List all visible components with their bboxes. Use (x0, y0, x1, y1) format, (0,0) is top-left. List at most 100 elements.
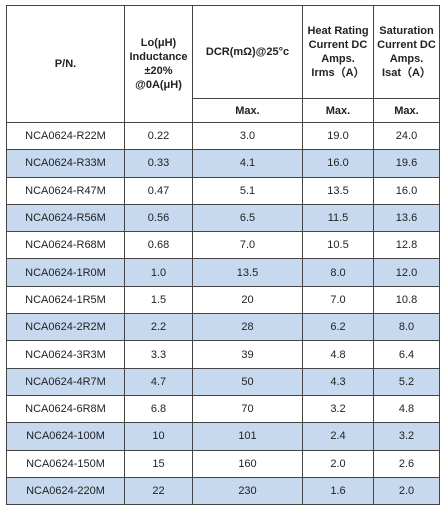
header-cell: DCR(mΩ)@25°c (192, 5, 303, 99)
data-cell: 3.2 (302, 394, 374, 424)
data-cell: 8.0 (373, 313, 440, 342)
data-cell: 6.5 (192, 203, 303, 233)
data-cell: NCA0624-100M (6, 422, 125, 451)
table-body: P/N. Lo(μH) Inductance ±20% @0A(μH) DCR(mΩ)@2… (6, 5, 440, 506)
data-cell: 10.8 (373, 285, 440, 315)
data-cell: 8.0 (302, 258, 374, 287)
data-cell: 12.8 (373, 231, 440, 260)
data-row: NCA0624-2R2M 2.2 28 6.2 8.0 (6, 313, 440, 342)
header-cell: Lo(μH) Inductance ±20% @0A(μH) (124, 5, 193, 123)
header-row: P/N. Lo(μH) Inductance ±20% @0A(μH) DCR(mΩ)@2… (6, 5, 440, 123)
subheader-cell: Max. (192, 98, 303, 123)
header-line: @0A(μH) (135, 79, 182, 91)
data-cell: 2.0 (373, 476, 440, 506)
data-row: NCA0624-R22M 0.22 3.0 19.0 24.0 (6, 121, 440, 151)
data-cell: 16.0 (373, 176, 440, 205)
data-cell: NCA0624-2R2M (6, 313, 125, 342)
data-cell: 6.8 (124, 394, 193, 424)
header-line: ±20% (144, 65, 173, 77)
data-cell: 4.8 (302, 340, 374, 369)
header-line: Inductance (129, 51, 188, 63)
data-cell: NCA0624-220M (6, 476, 125, 506)
data-row: NCA0624-R33M 0.33 4.1 16.0 19.6 (6, 149, 440, 178)
data-cell: 22 (124, 476, 193, 506)
data-cell: NCA0624-150M (6, 449, 125, 478)
data-cell: 28 (192, 313, 303, 342)
data-cell: 0.22 (124, 121, 193, 151)
data-cell: 16.0 (302, 149, 374, 178)
data-cell: 19.0 (302, 121, 374, 151)
data-row: NCA0624-1R0M 1.0 13.5 8.0 12.0 (6, 258, 440, 287)
data-cell: 0.47 (124, 176, 193, 205)
data-row: NCA0624-150M 15 160 2.0 2.6 (6, 449, 440, 478)
data-cell: 6.2 (302, 313, 374, 342)
data-cell: 24.0 (373, 121, 440, 151)
header-line: P/N. (54, 58, 77, 70)
data-cell: 3.0 (192, 121, 303, 151)
data-cell: NCA0624-3R3M (6, 340, 125, 369)
data-cell: 160 (192, 449, 303, 478)
data-cell: 4.8 (373, 394, 440, 424)
data-cell: 2.0 (302, 449, 374, 478)
data-cell: 1.6 (302, 476, 374, 506)
data-cell: 6.4 (373, 340, 440, 369)
data-cell: 3.3 (124, 340, 193, 369)
data-cell: 19.6 (373, 149, 440, 178)
data-row: NCA0624-R56M 0.56 6.5 11.5 13.6 (6, 203, 440, 233)
data-cell: 1.5 (124, 285, 193, 315)
data-cell: 0.33 (124, 149, 193, 178)
data-cell: 20 (192, 285, 303, 315)
data-cell: 10 (124, 422, 193, 451)
data-cell: 230 (192, 476, 303, 506)
data-cell: 13.6 (373, 203, 440, 233)
data-cell: 101 (192, 422, 303, 451)
header-line: Amps. (321, 53, 355, 65)
data-cell: 0.56 (124, 203, 193, 233)
data-row: NCA0624-R68M 0.68 7.0 10.5 12.8 (6, 231, 440, 260)
subheader-cell: Max. (302, 98, 374, 123)
data-row: NCA0624-6R8M 6.8 70 3.2 4.8 (6, 394, 440, 424)
data-row: NCA0624-R47M 0.47 5.1 13.5 16.0 (6, 176, 440, 205)
data-cell: 12.0 (373, 258, 440, 287)
subheader-row: Max. Max. Max. (7, 98, 440, 123)
data-cell: 2.4 (302, 422, 374, 451)
data-cell: 15 (124, 449, 193, 478)
data-row: NCA0624-100M 10 101 2.4 3.2 (6, 422, 440, 451)
data-cell: 13.5 (302, 176, 374, 205)
header-line: Isat（A） (382, 67, 431, 79)
subheader-cell: Max. (373, 98, 440, 123)
data-cell: 4.1 (192, 149, 303, 178)
data-cell: NCA0624-R47M (6, 176, 125, 205)
data-cell: NCA0624-R56M (6, 203, 125, 233)
header-line: Irms（A） (311, 67, 365, 79)
data-cell: 50 (192, 367, 303, 396)
data-cell: 7.0 (192, 231, 303, 260)
data-row: NCA0624-1R5M 1.5 20 7.0 10.8 (6, 285, 440, 315)
data-cell: 11.5 (302, 203, 374, 233)
header-line: DCR(mΩ)@25°c (205, 46, 290, 58)
spec-table: P/N. Lo(μH) Inductance ±20% @0A(μH) DCR(mΩ)@2… (6, 5, 440, 506)
header-cell: Heat Rating Current DC Amps. Irms（A） (302, 5, 374, 99)
data-cell: 1.0 (124, 258, 193, 287)
data-cell: NCA0624-R68M (6, 231, 125, 260)
data-cell: NCA0624-1R0M (6, 258, 125, 287)
data-cell: 4.7 (124, 367, 193, 396)
header-line: Current DC (377, 39, 436, 51)
data-cell: 3.2 (373, 422, 440, 451)
data-cell: 5.1 (192, 176, 303, 205)
data-cell: NCA0624-4R7M (6, 367, 125, 396)
data-cell: 10.5 (302, 231, 374, 260)
header-line: Current DC (308, 39, 368, 51)
data-cell: NCA0624-6R8M (6, 394, 125, 424)
data-cell: 39 (192, 340, 303, 369)
data-cell: NCA0624-1R5M (6, 285, 125, 315)
data-cell: 2.2 (124, 313, 193, 342)
data-cell: 70 (192, 394, 303, 424)
data-cell: 7.0 (302, 285, 374, 315)
data-row: NCA0624-220M 22 230 1.6 2.0 (6, 476, 440, 506)
header-line: Lo(μH) (140, 37, 177, 49)
data-cell: 0.68 (124, 231, 193, 260)
data-cell: 13.5 (192, 258, 303, 287)
header-line: Amps. (389, 53, 424, 65)
